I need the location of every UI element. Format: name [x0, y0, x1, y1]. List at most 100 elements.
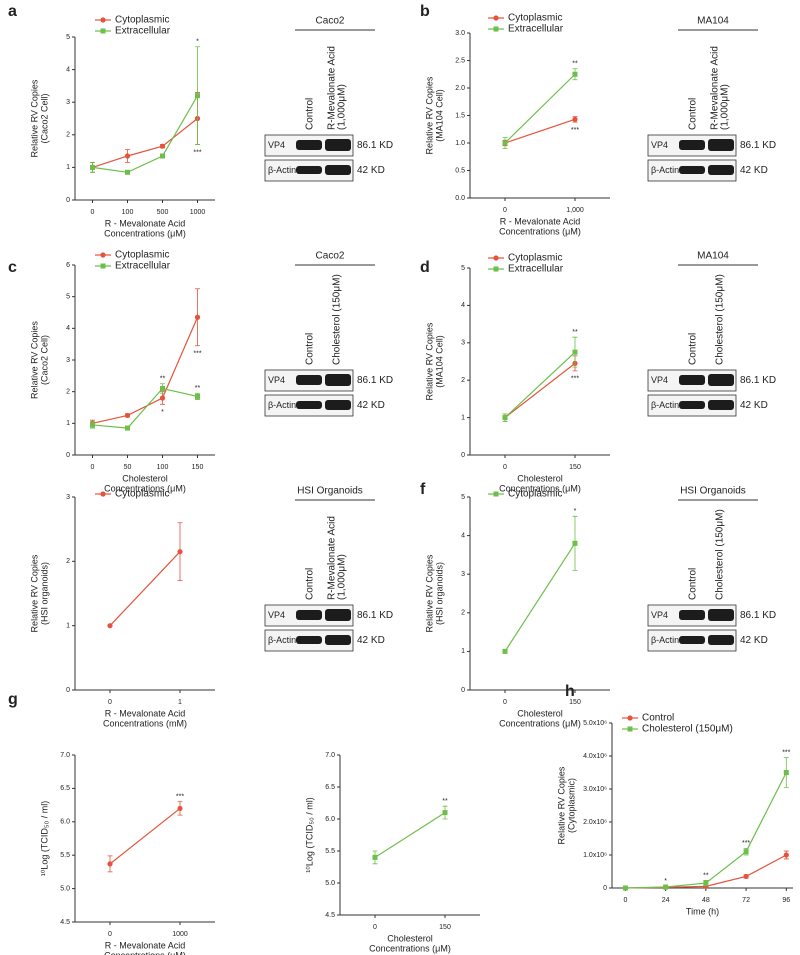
panel-letter: d [420, 259, 430, 276]
significance-label: ** [442, 798, 448, 805]
significance-label: *** [571, 127, 579, 134]
x-tick-label: 100 [122, 209, 134, 216]
x-tick-label: 0 [503, 464, 507, 471]
x-tick-label: 0 [373, 924, 377, 931]
lane-label: R-Mevalonate Acid [710, 46, 721, 130]
significance-label: *** [193, 149, 201, 156]
blot-band [296, 166, 322, 174]
band-size: 42 KD [357, 400, 385, 411]
y-tick-label: 1.0 [455, 140, 465, 147]
panel-letter: f [420, 481, 426, 498]
legend-marker [100, 263, 106, 269]
data-point [743, 849, 749, 855]
blot-band [679, 401, 705, 409]
blot-band [325, 139, 351, 151]
blot-band [679, 166, 705, 174]
data-point [502, 140, 508, 146]
y-axis-label: ¹⁰Log (TCID₅₀ / ml) [39, 801, 49, 876]
data-point [663, 884, 669, 890]
lane-label: Control [688, 568, 699, 600]
band-size: 42 KD [740, 165, 768, 176]
x-tick-label: 0 [503, 699, 507, 706]
y-tick-label: 0 [66, 687, 70, 694]
lane-label: Control [305, 98, 316, 130]
data-point [177, 805, 183, 812]
blot-band [296, 610, 322, 620]
y-tick-label: 1 [66, 623, 70, 630]
x-axis-label: Concentrations (μM) [499, 718, 581, 728]
series-line [109, 551, 181, 627]
x-axis-label: Concentrations (μM) [499, 226, 581, 236]
band-size: 86.1 KD [740, 140, 776, 151]
x-axis-label: Concentrations (μM) [369, 943, 451, 953]
x-tick-label: 500 [157, 209, 169, 216]
significance-label: * [196, 39, 199, 46]
data-point [703, 880, 709, 886]
y-axis-label: Relative RV Copies [424, 76, 434, 154]
panel-letter: b [420, 3, 430, 20]
x-axis-label: Cholesterol [517, 473, 563, 483]
y-axis-label: ¹⁰Log (TCID₅₀ / ml) [304, 797, 314, 872]
data-point [107, 623, 113, 629]
y-tick-label: 4 [461, 302, 465, 309]
blot-band [296, 375, 322, 385]
x-tick-label: 24 [662, 897, 670, 904]
lane-label: Control [688, 98, 699, 130]
band-size: 86.1 KD [357, 375, 393, 386]
significance-label: *** [176, 794, 184, 801]
data-point [125, 425, 130, 431]
legend-marker [493, 255, 499, 261]
blot-band [708, 139, 734, 151]
y-tick-label: 2.0 [455, 85, 465, 92]
x-axis-label: R - Mevalonate Acid [500, 216, 581, 226]
y-axis-label: Relative RV Copies [29, 321, 39, 399]
data-point [783, 852, 789, 858]
significance-label: ** [703, 872, 709, 879]
blot-band [679, 636, 705, 644]
data-point [783, 770, 789, 775]
data-point [124, 153, 131, 159]
y-tick-label: 0 [66, 197, 70, 204]
x-tick-label: 0 [91, 209, 95, 216]
y-tick-label: 2 [461, 610, 465, 617]
blot-band [296, 636, 322, 644]
lane-label: Cholesterol (150μM) [332, 274, 343, 365]
data-point [177, 549, 183, 555]
blot-band [708, 635, 734, 645]
y-tick-label: 3 [66, 357, 70, 364]
legend-marker [100, 17, 106, 23]
legend-label: Cytoplasmic [115, 250, 169, 261]
protein-label: β-Actin [268, 165, 296, 175]
y-axis-label: (Caco2 Cell) [39, 335, 49, 385]
blot-band [325, 374, 351, 386]
x-axis-label: Concentrations (μM) [499, 483, 581, 493]
y-tick-label: 2 [66, 389, 70, 396]
protein-label: VP4 [268, 140, 285, 150]
protein-label: β-Actin [651, 400, 679, 410]
legend-label: Extracellular [115, 26, 171, 37]
series-line [504, 351, 576, 419]
significance-label: *** [782, 749, 790, 756]
y-tick-label: 0.0 [455, 195, 465, 202]
lane-label: (1,000μM) [337, 84, 348, 130]
significance-label: *** [571, 376, 579, 383]
series-line [504, 118, 576, 144]
series-line [92, 95, 199, 173]
legend-label: Extracellular [115, 261, 171, 272]
x-tick-label: 50 [124, 464, 132, 471]
legend-label: Cytoplasmic [508, 253, 562, 264]
blot-band [679, 140, 705, 150]
x-tick-label: 1000 [190, 209, 206, 216]
x-tick-label: 150 [192, 464, 204, 471]
legend-marker [100, 491, 106, 497]
y-axis-label: (HSI organoids) [39, 562, 49, 625]
y-axis-label: Relative RV Copies [556, 766, 566, 844]
x-axis-label: Time (h) [686, 906, 719, 916]
series-line [504, 362, 576, 419]
significance-label: ** [195, 385, 201, 392]
y-tick-label: 7.0 [325, 752, 335, 759]
y-tick-label: 6.5 [325, 784, 335, 791]
data-point [502, 415, 508, 421]
y-tick-label: 1 [66, 420, 70, 427]
